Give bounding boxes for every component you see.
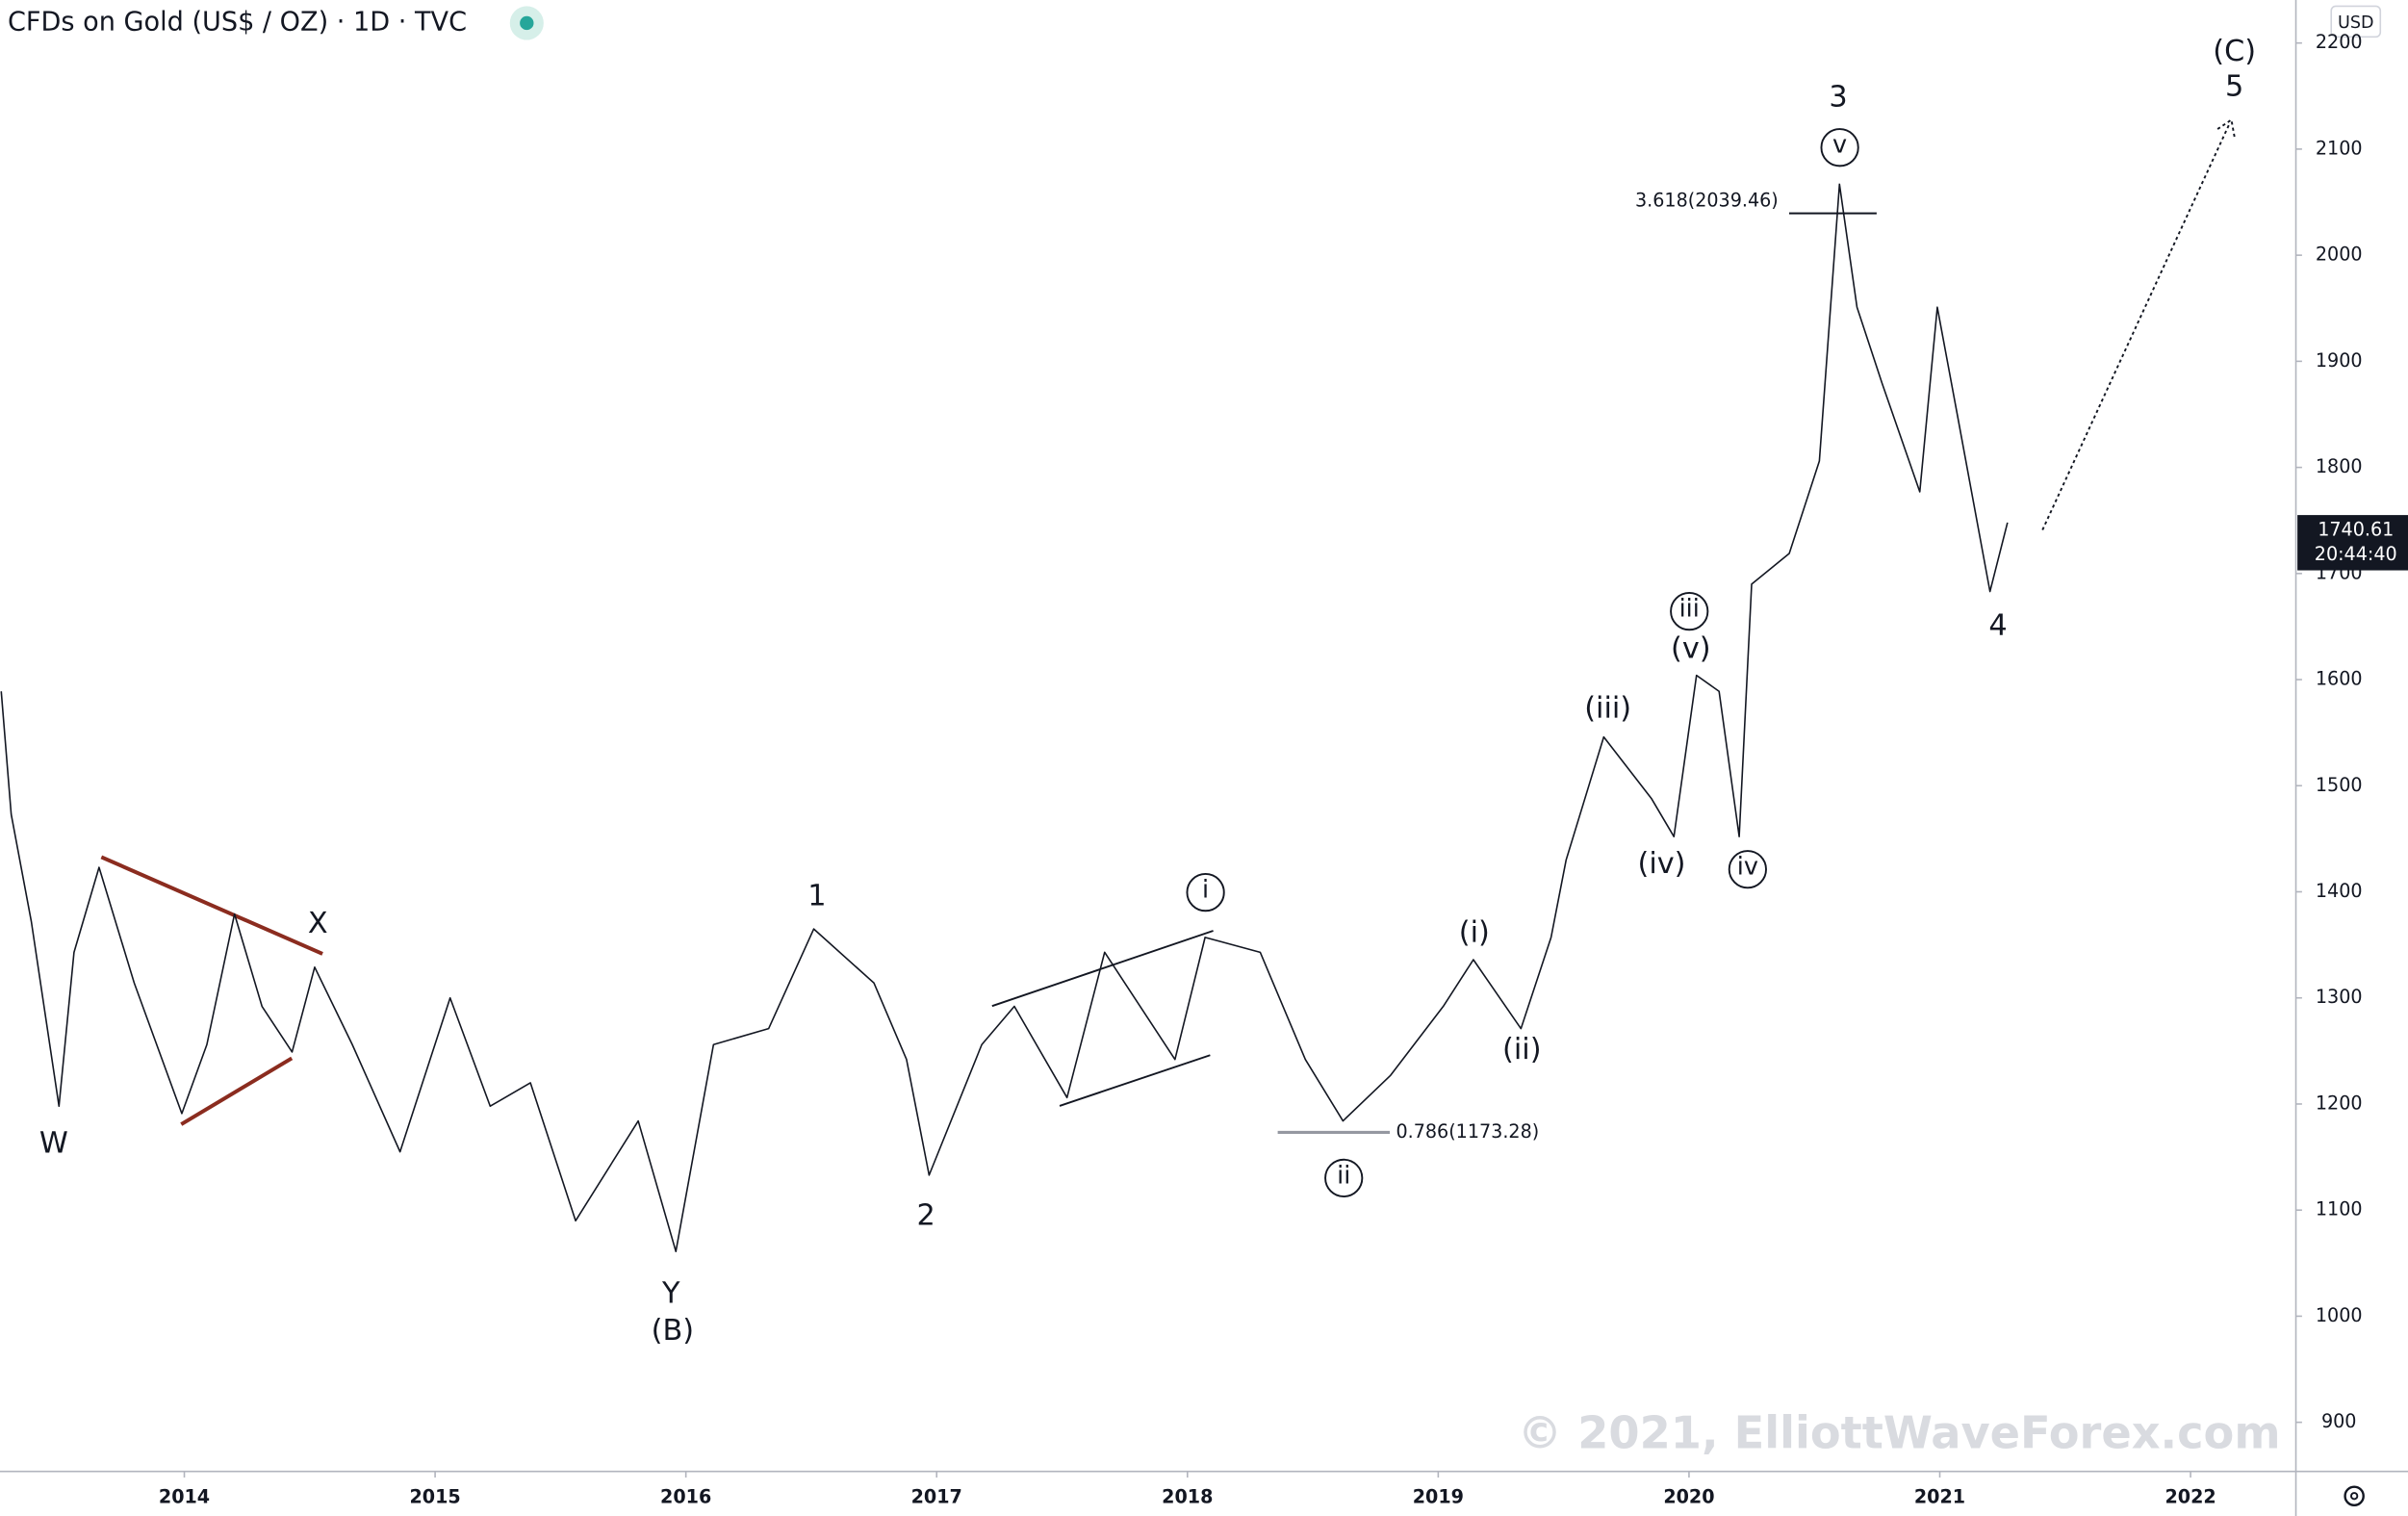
x-tick-label: 2022 bbox=[2165, 1485, 2216, 1507]
last-price-badge bbox=[2297, 515, 2408, 571]
channel-line bbox=[1059, 1054, 1211, 1107]
x-tick-label: 2019 bbox=[1413, 1485, 1464, 1507]
x-tick-label: 2016 bbox=[660, 1485, 711, 1507]
last-time-label: 20:44:40 bbox=[2315, 543, 2397, 565]
wave-label: (B) bbox=[652, 1314, 694, 1348]
currency-label: USD bbox=[2338, 13, 2374, 33]
triangle-line bbox=[180, 1056, 294, 1126]
y-tick-label: 2200 bbox=[2316, 31, 2363, 53]
projection-arrow bbox=[2041, 122, 2231, 530]
y-tick-label: 1200 bbox=[2316, 1092, 2363, 1114]
watermark: © 2021, ElliottWaveForex.com bbox=[1518, 1406, 2281, 1458]
wave-label: v bbox=[1832, 131, 1847, 160]
wave-label: iv bbox=[1737, 853, 1758, 882]
fib-label: 3.618(2039.46) bbox=[1635, 189, 1779, 211]
currency-box[interactable] bbox=[2330, 5, 2382, 39]
y-tick-label: 1800 bbox=[2316, 455, 2363, 477]
x-tick-label: 2015 bbox=[409, 1485, 460, 1507]
wave-label: (ii) bbox=[1502, 1033, 1541, 1066]
wave-label: 3 bbox=[1829, 81, 1847, 115]
wave-label: 4 bbox=[1988, 609, 2007, 643]
wave-circle bbox=[1728, 850, 1767, 889]
x-tick-label: 2018 bbox=[1162, 1485, 1213, 1507]
wave-label: (iv) bbox=[1638, 847, 1686, 881]
wave-label: 1 bbox=[807, 879, 826, 912]
y-tick-label: 1000 bbox=[2316, 1304, 2363, 1326]
price-line bbox=[0, 183, 2009, 1252]
triangle-line bbox=[100, 855, 323, 956]
wave-label: X bbox=[308, 907, 328, 940]
y-tick-label: 2100 bbox=[2316, 137, 2363, 159]
wave-label: ii bbox=[1337, 1161, 1350, 1190]
y-tick-label: 1900 bbox=[2316, 349, 2363, 372]
x-tick-label: 2014 bbox=[159, 1485, 210, 1507]
wave-circle bbox=[1670, 592, 1709, 631]
y-tick-label: 1400 bbox=[2316, 880, 2363, 902]
wave-label: i bbox=[1202, 876, 1209, 905]
wave-circle bbox=[1186, 873, 1225, 912]
chart-title: CFDs on Gold (US$ / OZ) · 1D · TVC bbox=[8, 7, 467, 37]
y-tick-label: 2000 bbox=[2316, 244, 2363, 266]
wave-label: W bbox=[39, 1126, 68, 1160]
y-tick-label: 1100 bbox=[2316, 1198, 2363, 1221]
wave-label: (i) bbox=[1459, 916, 1490, 950]
wave-label: (C) bbox=[2213, 35, 2256, 68]
x-tick-label: 2017 bbox=[911, 1485, 962, 1507]
y-tick-label: 1500 bbox=[2316, 774, 2363, 796]
status-dot[interactable] bbox=[520, 15, 534, 31]
wave-circle bbox=[1324, 1158, 1364, 1198]
wave-label: 2 bbox=[917, 1198, 935, 1232]
fib-label: 0.786(1173.28) bbox=[1396, 1120, 1539, 1143]
settings-icon[interactable] bbox=[2344, 1485, 2365, 1506]
wave-label: iii bbox=[1679, 595, 1700, 624]
wave-label: (iii) bbox=[1584, 692, 1631, 726]
wave-label: 5 bbox=[2225, 69, 2243, 103]
wave-label: Y bbox=[661, 1277, 680, 1311]
wave-circle bbox=[1820, 128, 1859, 167]
last-price-label: 1740.61 bbox=[2318, 519, 2394, 541]
y-tick-label: 900 bbox=[2321, 1410, 2357, 1432]
y-tick-label: 1300 bbox=[2316, 986, 2363, 1008]
x-tick-label: 2020 bbox=[1663, 1485, 1714, 1507]
wave-label: (v) bbox=[1671, 632, 1711, 666]
x-tick-label: 2021 bbox=[1914, 1485, 1965, 1507]
y-tick-label: 1600 bbox=[2316, 668, 2363, 690]
channel-line bbox=[991, 930, 1214, 1008]
